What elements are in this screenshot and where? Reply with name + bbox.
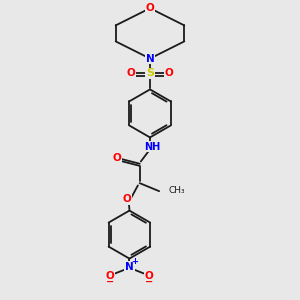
Text: −: − [106,277,114,286]
Text: O: O [112,153,121,163]
Text: N: N [146,53,154,64]
Text: O: O [106,271,114,281]
Text: O: O [123,194,131,204]
Text: N: N [125,262,134,272]
Text: +: + [131,257,138,266]
Text: O: O [165,68,174,78]
Text: O: O [145,271,153,281]
Text: −: − [145,277,153,286]
Text: O: O [146,3,154,13]
Text: O: O [126,68,135,78]
Text: NH: NH [144,142,160,152]
Text: S: S [146,68,154,78]
Text: CH₃: CH₃ [169,185,185,194]
